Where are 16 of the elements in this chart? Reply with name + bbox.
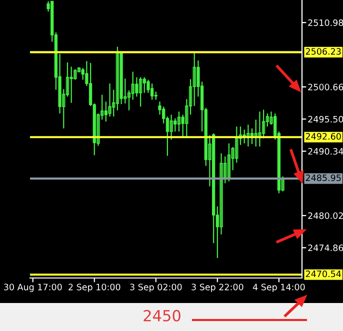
x-tick-label: 2 Sep 10:00 — [68, 284, 120, 292]
ref-line-label: 2485.95 — [306, 174, 341, 182]
y-tick-label: 2480.02 — [308, 212, 343, 219]
y-tick-label: 2510.98 — [308, 19, 343, 26]
ref-line-label: 2492.60 — [306, 133, 341, 140]
y-tick-label: 2490.34 — [308, 148, 343, 155]
x-tick-label: 3 Sep 22:00 — [192, 284, 244, 292]
y-tick-label: 2474.86 — [308, 244, 343, 252]
text: 2450 — [144, 310, 180, 322]
ref-line-label: 2506.23 — [306, 48, 341, 55]
x-tick-label: 3 Sep 02:00 — [130, 284, 182, 292]
ref-line-label: 2470.54 — [306, 270, 341, 278]
x-tick-label: 4 Sep 14:00 — [252, 284, 305, 292]
x-tick-label: 30 Aug 17:00 — [4, 284, 62, 292]
y-tick-label: 2500.66 — [308, 84, 343, 90]
y-tick-label: 2495.50 — [308, 116, 343, 123]
